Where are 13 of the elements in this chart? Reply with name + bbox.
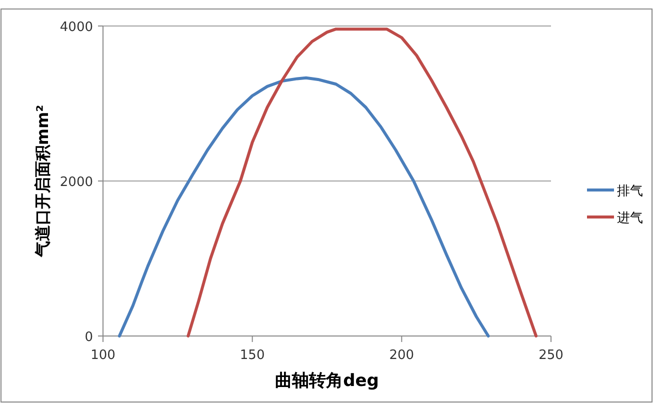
y-tick-label: 4000 xyxy=(60,20,93,35)
x-axis-title: 曲轴转角deg xyxy=(275,371,379,391)
x-tick-label: 250 xyxy=(538,348,564,363)
legend-label: 进气 xyxy=(617,211,643,226)
line-series xyxy=(186,28,538,338)
x-tick-label: 150 xyxy=(240,348,265,363)
x-tick-label: 100 xyxy=(90,348,116,363)
x-tick-label: 200 xyxy=(389,348,414,363)
y-axis-title: 气道口开启面积mm² xyxy=(33,104,52,258)
line-series xyxy=(118,76,490,338)
y-tick-label: 2000 xyxy=(60,175,93,190)
y-tick-label: 0 xyxy=(84,330,93,345)
legend-label: 排气 xyxy=(617,184,643,199)
